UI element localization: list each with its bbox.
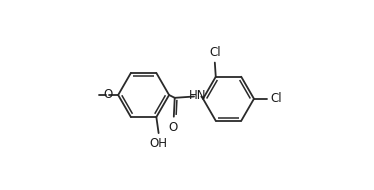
Text: Cl: Cl <box>270 92 282 105</box>
Text: O: O <box>168 121 178 134</box>
Text: OH: OH <box>150 137 168 150</box>
Text: Cl: Cl <box>209 46 221 59</box>
Text: HN: HN <box>188 89 206 102</box>
Text: O: O <box>103 88 113 101</box>
